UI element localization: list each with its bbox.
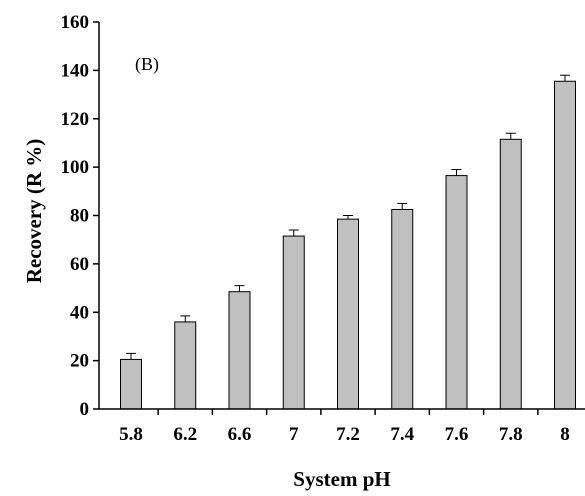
y-tick-label: 140 (61, 60, 90, 81)
y-tick-label: 40 (70, 302, 89, 323)
x-tick-label: 7.8 (499, 424, 523, 445)
bar-7.4 (391, 208, 414, 410)
x-tick-label: 6.6 (228, 424, 252, 445)
y-tick-label: 120 (61, 109, 90, 130)
bar-7.6 (445, 175, 468, 410)
bar-6.2 (174, 321, 197, 410)
x-axis-title: System pH (293, 467, 390, 491)
x-tick-label: 7.4 (390, 424, 414, 445)
bar-8 (554, 80, 576, 410)
panel-label: (B) (135, 54, 159, 75)
error-bars (126, 74, 570, 360)
x-tick-label: 7.6 (445, 424, 469, 445)
y-tick-label: 80 (70, 206, 89, 227)
x-ticks: 5.8 6.2 6.6 7 7.2 7.4 7.6 7.8 8 (119, 409, 570, 445)
x-tick-label: 7.2 (336, 424, 360, 445)
bar-6.6 (228, 291, 251, 410)
x-tick-label: 7 (289, 424, 299, 445)
y-ticks: 0 20 40 60 80 100 120 140 160 (61, 12, 99, 420)
bar-7 (282, 235, 305, 410)
y-tick-label: 0 (80, 399, 90, 420)
bar-5.8 (120, 358, 142, 410)
bar-7.2 (337, 218, 359, 410)
y-tick-label: 60 (70, 254, 89, 275)
y-axis-title: Recovery (R %) (22, 139, 46, 284)
bar-7.8 (499, 138, 522, 410)
x-tick-label: 8 (560, 424, 570, 445)
bars (120, 80, 576, 410)
y-tick-label: 160 (61, 12, 90, 33)
x-tick-label: 6.2 (173, 424, 197, 445)
y-tick-label: 20 (70, 351, 89, 372)
y-tick-label: 100 (61, 157, 90, 178)
x-tick-label: 5.8 (119, 424, 143, 445)
